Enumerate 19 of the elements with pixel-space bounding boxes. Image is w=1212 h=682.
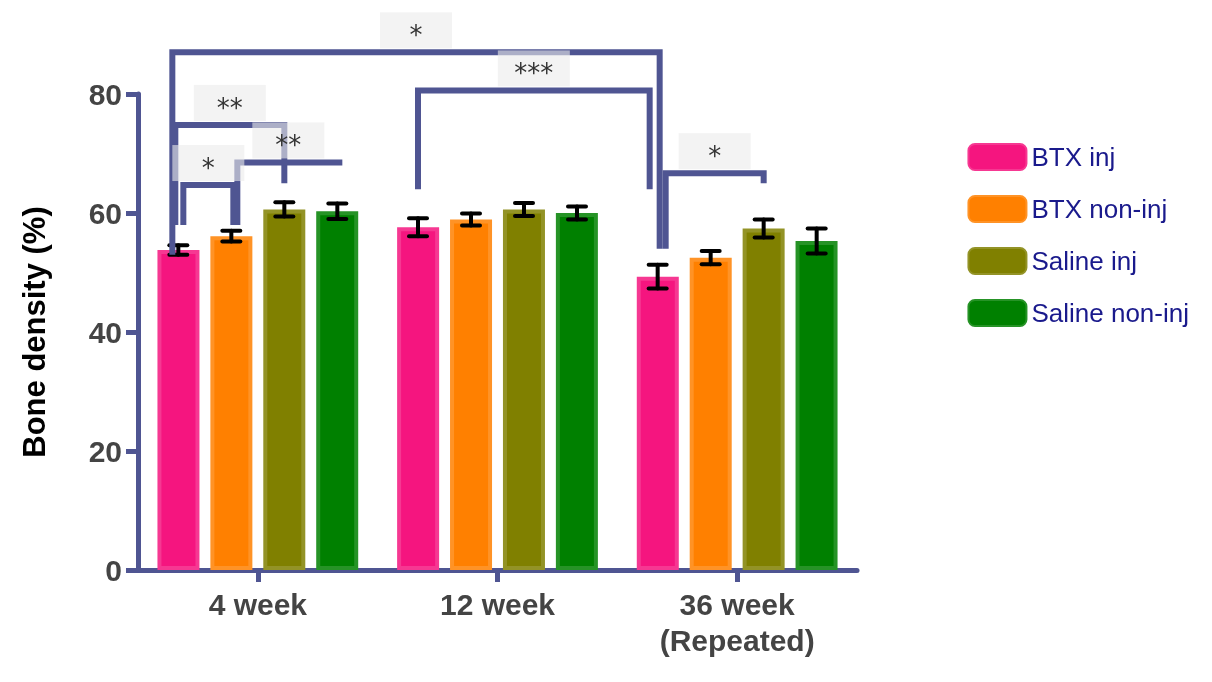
legend-label: BTX non-inj: [1031, 194, 1168, 224]
text: ***: [514, 58, 554, 89]
legend-label: BTX inj: [1031, 142, 1116, 172]
y-tick-label: 80: [88, 77, 122, 111]
y-tick-label: 0: [105, 553, 122, 587]
annotation: **: [275, 130, 302, 161]
x-tick-label: 12 week: [439, 587, 556, 621]
x-tick-label: 4 week: [208, 587, 308, 621]
y-tick-label: 20: [88, 434, 122, 468]
y-axis-title: Bone density (%): [17, 206, 52, 458]
x-tick-label: 36 week (Repeated): [659, 587, 815, 657]
y-tick-label: 60: [88, 196, 122, 230]
annotation: *: [201, 153, 215, 184]
text: *: [409, 20, 423, 51]
annotation: **: [216, 92, 243, 123]
annotation: *: [708, 141, 722, 172]
legend-label: Saline inj: [1031, 246, 1137, 276]
y-tick-label: 40: [88, 315, 122, 349]
legend-label: Saline non-inj: [1031, 298, 1190, 328]
